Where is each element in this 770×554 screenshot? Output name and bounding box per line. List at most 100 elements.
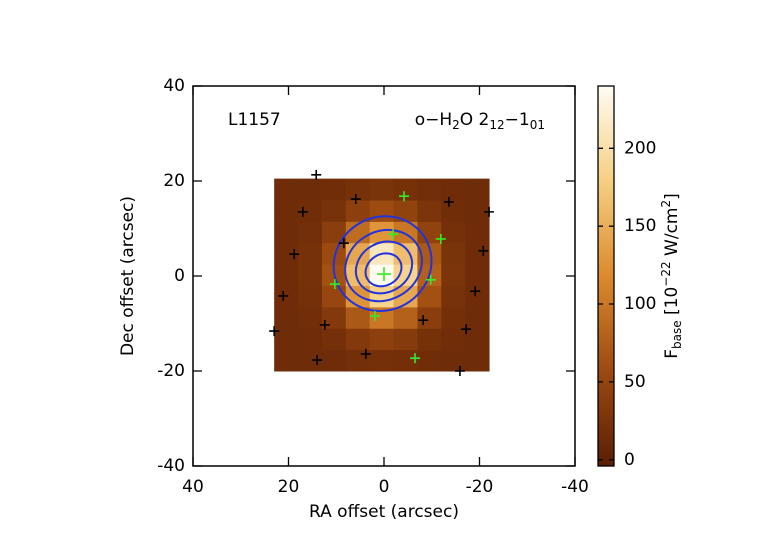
- title-part: O 2: [460, 110, 490, 130]
- heat-cell: [345, 200, 371, 222]
- cross-marker: [418, 315, 429, 326]
- y-axis-title: Dec offset (arcsec): [118, 196, 138, 356]
- heat-cell: [274, 328, 299, 351]
- heat-cell: [345, 178, 371, 201]
- cross-marker: [312, 355, 323, 366]
- heat-cell: [274, 200, 299, 222]
- heat-cell: [274, 306, 299, 329]
- heat-cell: [465, 221, 490, 244]
- heat-cell: [321, 200, 347, 222]
- y-tick-label: 40: [163, 76, 185, 96]
- colorbar-tick-label: 0: [624, 450, 635, 470]
- heat-cell: [393, 306, 418, 329]
- heat-cell: [298, 221, 323, 244]
- colorbar-tick-label: 50: [624, 372, 646, 392]
- title-part: 01: [530, 118, 545, 132]
- heat-cell: [298, 200, 323, 222]
- title-part: 2: [452, 118, 460, 132]
- heat-cell: [393, 178, 418, 201]
- heat-cell: [393, 349, 418, 372]
- heat-cell: [441, 285, 466, 308]
- title-part: 12: [489, 118, 504, 132]
- cross-marker: [399, 191, 410, 202]
- heat-cell: [369, 349, 395, 372]
- title-part: o−H: [415, 110, 452, 130]
- cross-marker: [425, 274, 436, 285]
- cbar-label-part: base: [670, 320, 684, 349]
- heat-cell: [465, 349, 490, 372]
- heat-cell: [465, 178, 490, 201]
- heat-cell: [321, 328, 347, 351]
- heat-cell: [321, 178, 347, 201]
- y-tick-label: -40: [157, 456, 185, 476]
- heat-cell: [369, 221, 395, 244]
- cbar-label-part: 2: [659, 200, 673, 208]
- contour: [364, 252, 403, 288]
- x-axis-title: RA offset (arcsec): [309, 502, 459, 522]
- heat-cell: [441, 264, 466, 286]
- cross-marker: [388, 229, 399, 240]
- heat-cell: [465, 242, 490, 265]
- cbar-label-part: F: [662, 349, 682, 359]
- heat-cell: [274, 242, 299, 265]
- cross-marker: [278, 290, 289, 301]
- heat-cell: [441, 349, 466, 372]
- heat-cell: [417, 328, 442, 351]
- heat-cell: [274, 264, 299, 286]
- y-tick-label: 0: [174, 266, 185, 286]
- cross-marker: [329, 279, 340, 290]
- heat-cell: [465, 328, 490, 351]
- heat-cell: [369, 285, 395, 308]
- colorbar-tick-label: 100: [624, 294, 656, 314]
- heat-cell: [274, 349, 299, 372]
- cross-marker: [443, 196, 454, 207]
- cross-marker: [377, 267, 391, 282]
- heat-cell: [417, 221, 442, 244]
- heat-cell: [274, 221, 299, 244]
- colorbar-tick-label: 200: [624, 138, 656, 158]
- heat-cell: [417, 200, 442, 222]
- map-layer: [274, 178, 490, 372]
- heat-cell: [298, 264, 323, 286]
- heat-cell: [393, 200, 418, 222]
- heat-cell: [321, 306, 347, 329]
- cross-marker: [360, 348, 371, 359]
- cross-marker: [478, 245, 489, 256]
- heat-cell: [321, 349, 347, 372]
- heat-cell: [465, 264, 490, 286]
- heat-cell: [298, 242, 323, 265]
- heat-cell: [298, 328, 323, 351]
- heat-cell: [393, 285, 418, 308]
- heat-cell: [441, 221, 466, 244]
- cross-marker: [338, 238, 349, 249]
- cross-marker: [269, 326, 280, 337]
- heat-cell: [441, 178, 466, 201]
- heat-cell: [298, 285, 323, 308]
- heat-cell: [465, 200, 490, 222]
- heat-cell: [345, 264, 371, 286]
- heat-cell: [369, 306, 395, 329]
- y-tick-label: 20: [163, 171, 185, 191]
- heat-cell: [345, 328, 371, 351]
- colorbar: [597, 85, 615, 467]
- x-tick-label: 0: [379, 477, 390, 497]
- heat-cell: [369, 328, 395, 351]
- heat-cell: [345, 306, 371, 329]
- heat-cell: [321, 242, 347, 265]
- heat-cell: [441, 200, 466, 222]
- contour: [354, 240, 414, 295]
- cross-marker: [484, 206, 495, 217]
- cross-marker: [289, 249, 300, 260]
- heat-cell: [393, 242, 418, 265]
- heat-cell: [465, 306, 490, 329]
- heat-cell: [369, 178, 395, 201]
- heat-cell: [298, 349, 323, 372]
- heat-cell: [345, 349, 371, 372]
- heat-cell: [417, 349, 442, 372]
- line-label: o−H2O 212−101: [415, 110, 545, 132]
- heat-cell: [298, 178, 323, 201]
- cross-marker: [454, 366, 465, 376]
